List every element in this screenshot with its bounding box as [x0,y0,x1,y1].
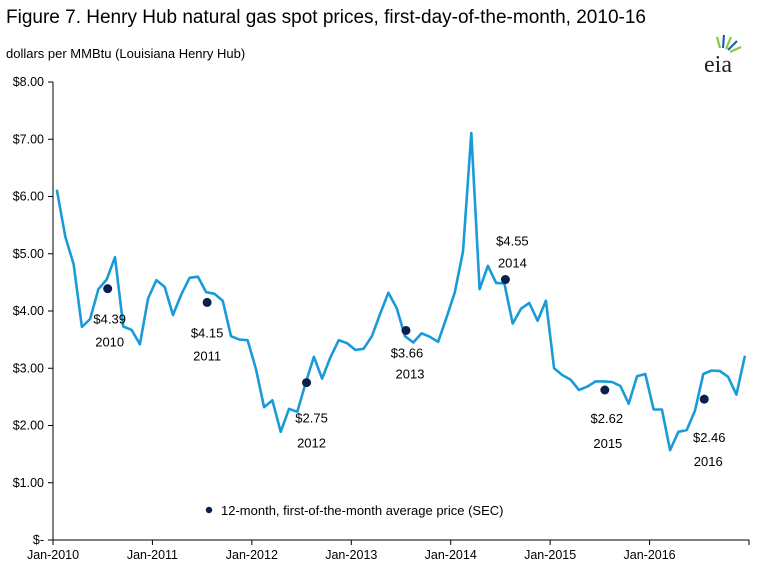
sec-year-label: 2016 [694,454,723,469]
price-series [55,131,747,452]
x-tick-label: Jan-2012 [226,548,278,562]
eia-logo-rays-icon [715,34,742,54]
sec-marker [103,284,113,294]
y-tick-label: $2.00 [13,419,44,433]
x-axis-ticks: Jan-2010 Jan-2011 Jan-2012 Jan-2013 Jan-2014… [27,540,750,562]
legend-label: 12-month, first-of-the-month average pri… [221,503,504,518]
sec-average-markers: $4.39 2010 $4.15 2011 $2.75 2012 $3.66 2013 $4.5… [93,234,725,470]
sec-marker [699,394,709,404]
sec-year-label: 2013 [396,366,425,381]
x-tick-label: Jan-2015 [524,548,576,562]
sec-year-label: 2012 [297,436,326,451]
eia-logo: eia [704,34,742,76]
x-tick-label: Jan-2016 [624,548,676,562]
sec-value-label: $3.66 [391,345,424,360]
y-tick-label: $7.00 [13,132,44,146]
legend-marker [205,506,213,514]
legend: 12-month, first-of-the-month average pri… [205,503,504,518]
axes [52,82,749,541]
x-tick-label: Jan-2011 [127,548,178,562]
sec-year-label: 2015 [593,436,622,451]
x-tick-label: Jan-2010 [27,548,79,562]
y-tick-label: $- [33,533,44,547]
eia-logo-text: eia [704,52,732,76]
x-tick-label: Jan-2013 [325,548,377,562]
sec-year-label: 2011 [193,348,221,363]
sec-value-label: $4.39 [93,312,126,327]
sec-year-label: 2014 [498,256,527,271]
sec-marker [401,325,411,335]
y-tick-label: $4.00 [13,304,44,318]
sec-value-label: $4.15 [191,325,224,340]
y-tick-label: $5.00 [13,247,44,261]
y-tick-label: $8.00 [13,75,44,89]
sec-marker [600,385,610,395]
sec-value-label: $4.55 [496,234,529,249]
y-tick-label: $6.00 [13,190,44,204]
sec-value-label: $2.75 [295,411,328,426]
unit-label: dollars per MMBtu (Louisiana Henry Hub) [6,46,246,61]
sec-marker [202,297,212,307]
chart-title: Figure 7. Henry Hub natural gas spot pri… [6,7,646,28]
sec-value-label: $2.46 [693,430,726,445]
sec-value-label: $2.62 [591,411,624,426]
y-axis-ticks: $- $1.00 $2.00 $3.00 $4.00 $5.00 $6.00 $7.00 $8.… [13,75,53,547]
y-tick-label: $3.00 [13,361,44,375]
y-tick-label: $1.00 [13,476,44,490]
sec-marker [302,378,312,388]
sec-year-label: 2010 [95,335,124,350]
x-tick-label: Jan-2014 [425,548,477,562]
sec-marker [500,275,510,285]
price-line [55,131,747,452]
